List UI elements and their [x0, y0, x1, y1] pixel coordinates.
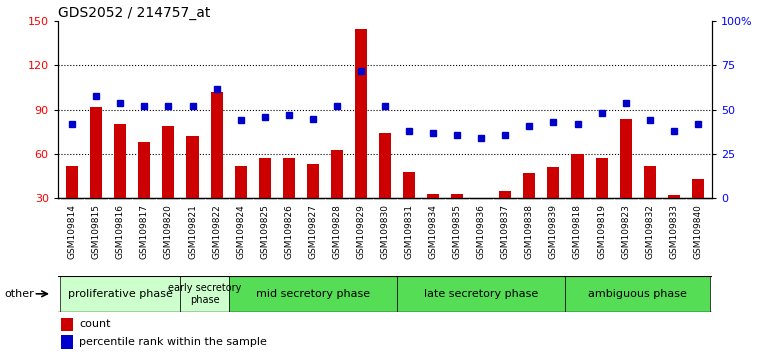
Text: other: other: [5, 289, 35, 299]
Text: GSM109822: GSM109822: [212, 205, 221, 259]
Text: GSM109833: GSM109833: [669, 205, 678, 259]
Text: late secretory phase: late secretory phase: [424, 289, 538, 299]
Bar: [180, 276, 229, 312]
Bar: [499, 191, 511, 198]
Bar: [186, 136, 199, 198]
Bar: [90, 107, 102, 198]
Bar: [397, 276, 565, 312]
Bar: [61, 318, 73, 331]
Text: GDS2052 / 214757_at: GDS2052 / 214757_at: [58, 6, 210, 20]
Text: GSM109825: GSM109825: [260, 205, 269, 259]
Text: early secretory
phase: early secretory phase: [168, 283, 241, 305]
Bar: [691, 179, 704, 198]
Bar: [620, 119, 631, 198]
Text: GSM109821: GSM109821: [188, 205, 197, 259]
Text: GSM109826: GSM109826: [284, 205, 293, 259]
Text: GSM109837: GSM109837: [500, 205, 510, 259]
Text: GSM109834: GSM109834: [429, 205, 437, 259]
Text: GSM109823: GSM109823: [621, 205, 630, 259]
Text: GSM109814: GSM109814: [68, 205, 77, 259]
Bar: [283, 159, 295, 198]
Text: GSM109819: GSM109819: [597, 205, 606, 259]
Bar: [114, 125, 126, 198]
Text: ambiguous phase: ambiguous phase: [588, 289, 687, 299]
Bar: [644, 166, 656, 198]
Text: proliferative phase: proliferative phase: [68, 289, 172, 299]
Bar: [60, 276, 180, 312]
Bar: [66, 166, 79, 198]
Bar: [595, 159, 608, 198]
Bar: [259, 159, 271, 198]
Text: GSM109815: GSM109815: [92, 205, 101, 259]
Text: GSM109816: GSM109816: [116, 205, 125, 259]
Text: GSM109824: GSM109824: [236, 205, 245, 259]
Bar: [451, 194, 464, 198]
Bar: [139, 142, 150, 198]
Text: GSM109817: GSM109817: [140, 205, 149, 259]
Bar: [524, 173, 535, 198]
Bar: [379, 133, 391, 198]
Text: count: count: [79, 319, 111, 329]
Text: mid secretory phase: mid secretory phase: [256, 289, 370, 299]
Text: GSM109829: GSM109829: [357, 205, 366, 259]
Text: GSM109828: GSM109828: [333, 205, 341, 259]
Text: GSM109836: GSM109836: [477, 205, 486, 259]
Bar: [210, 92, 223, 198]
Text: GSM109838: GSM109838: [525, 205, 534, 259]
Text: GSM109830: GSM109830: [380, 205, 390, 259]
Text: percentile rank within the sample: percentile rank within the sample: [79, 337, 267, 347]
Text: GSM109840: GSM109840: [693, 205, 702, 259]
Bar: [162, 126, 175, 198]
Bar: [235, 166, 246, 198]
Bar: [427, 194, 439, 198]
Bar: [571, 154, 584, 198]
Bar: [229, 276, 397, 312]
Bar: [565, 276, 710, 312]
Bar: [668, 195, 680, 198]
Text: GSM109818: GSM109818: [573, 205, 582, 259]
Text: GSM109827: GSM109827: [308, 205, 317, 259]
Bar: [306, 164, 319, 198]
Bar: [403, 172, 415, 198]
Bar: [355, 29, 367, 198]
Text: GSM109820: GSM109820: [164, 205, 173, 259]
Bar: [331, 149, 343, 198]
Bar: [547, 167, 560, 198]
Text: GSM109835: GSM109835: [453, 205, 462, 259]
Bar: [61, 335, 73, 349]
Text: GSM109831: GSM109831: [404, 205, 413, 259]
Text: GSM109839: GSM109839: [549, 205, 558, 259]
Text: GSM109832: GSM109832: [645, 205, 654, 259]
